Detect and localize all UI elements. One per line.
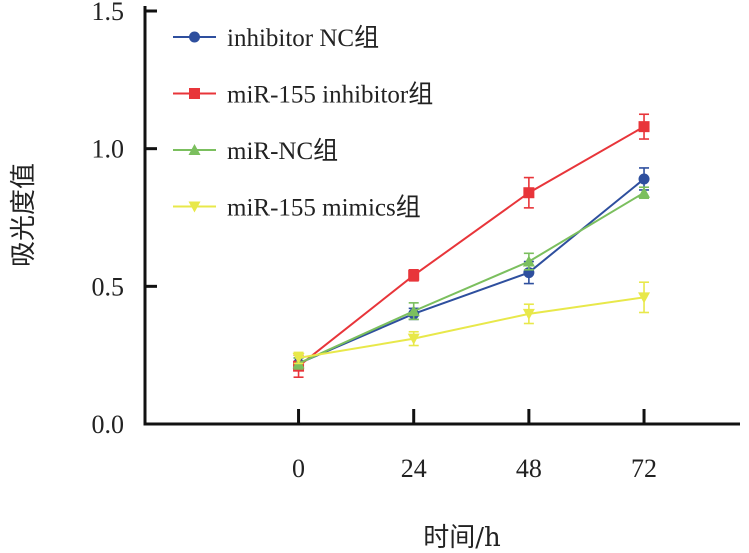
legend: inhibitor NC组 miR-155 inhibitor组 miR-NC组 mi… (173, 24, 433, 222)
series-1 (293, 113, 650, 378)
series-3-point-3 (638, 292, 651, 304)
legend-marker-3 (188, 201, 201, 213)
legend-item-2: miR-NC组 (173, 137, 338, 165)
x-tick-label-3: 72 (631, 454, 657, 483)
legend-item-3: miR-155 mimics组 (173, 194, 421, 222)
x-axis-title: 时间/h (423, 523, 501, 553)
legend-marker-0 (189, 31, 200, 43)
axes (143, 6, 740, 426)
legend-label-3: miR-155 mimics组 (227, 194, 421, 222)
series-3-point-1 (407, 333, 420, 345)
legend-label-2: miR-NC组 (227, 137, 338, 165)
series-2-point-1 (407, 305, 420, 317)
x-tick-label-0: 0 (292, 454, 305, 483)
y-tick-label-2: 1.0 (92, 135, 125, 164)
series-3 (292, 281, 651, 365)
series-1-point-3 (638, 121, 650, 133)
legend-label-1: miR-155 inhibitor组 (227, 81, 433, 109)
legend-marker-2 (188, 144, 201, 155)
series-1-line (297, 125, 645, 367)
x-tick-label-2: 48 (516, 454, 542, 483)
series-2-point-2 (522, 255, 535, 267)
series-3-point-0 (292, 352, 305, 364)
y-tick-label-3: 1.5 (92, 0, 125, 26)
x-tick-label-1: 24 (401, 454, 427, 483)
legend-item-1: miR-155 inhibitor组 (173, 81, 433, 109)
ticks: 0.0 0.5 1.0 1.5 0 24 48 72 (92, 0, 658, 483)
y-tick-label-1: 0.5 (92, 272, 125, 301)
legend-label-0: inhibitor NC组 (227, 24, 379, 52)
series-0-point-3 (638, 173, 650, 185)
legend-item-0: inhibitor NC组 (173, 24, 379, 52)
series-2-line (298, 191, 645, 365)
legend-marker-1 (189, 88, 200, 99)
series-2-point-3 (638, 186, 651, 198)
y-axis-title: 吸光度值 (9, 163, 39, 267)
series-3-point-2 (522, 308, 535, 320)
y-tick-label-0: 0.0 (92, 410, 125, 439)
series-1-point-2 (523, 187, 535, 199)
series-1-point-1 (408, 269, 420, 281)
series-layer (292, 113, 651, 378)
series-3-line (298, 296, 645, 359)
series-0-line (298, 178, 645, 365)
